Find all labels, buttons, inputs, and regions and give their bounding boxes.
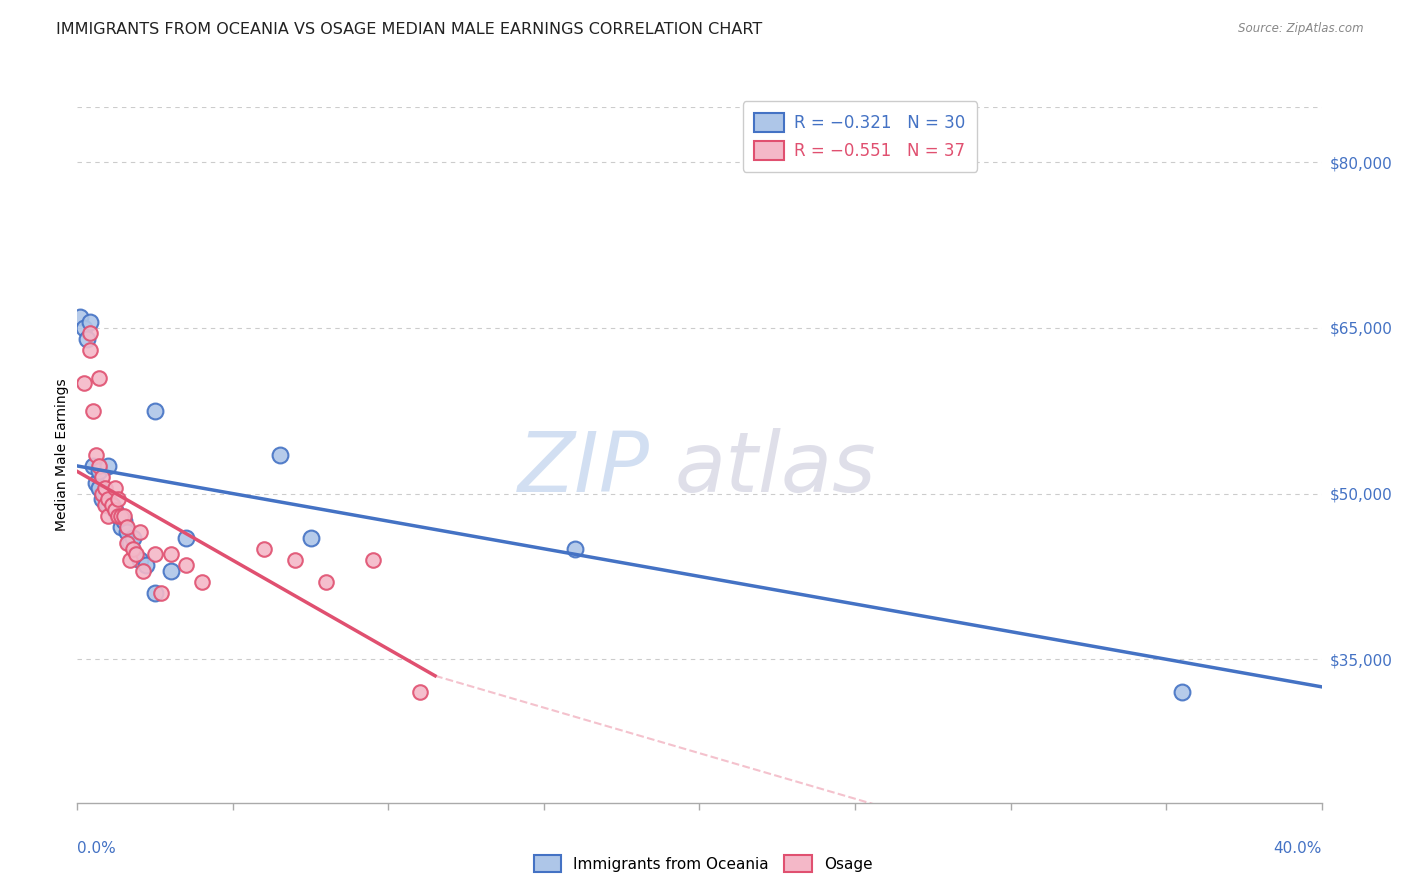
- Point: [110, 519, 132, 533]
- Point: [1170, 685, 1192, 699]
- Point: [100, 498, 122, 512]
- Point: [87, 481, 110, 495]
- Point: [564, 541, 586, 556]
- Point: [69, 310, 91, 324]
- Point: [315, 574, 337, 589]
- Legend: Immigrants from Oceania, Osage: Immigrants from Oceania, Osage: [526, 847, 880, 880]
- Point: [253, 541, 276, 556]
- Point: [91, 470, 114, 484]
- Point: [120, 536, 142, 550]
- Point: [110, 508, 132, 523]
- Point: [97, 458, 120, 473]
- Point: [115, 519, 138, 533]
- Point: [143, 547, 166, 561]
- Point: [94, 486, 117, 500]
- Point: [361, 553, 384, 567]
- Point: [112, 508, 135, 523]
- Point: [125, 547, 148, 561]
- Text: IMMIGRANTS FROM OCEANIA VS OSAGE MEDIAN MALE EARNINGS CORRELATION CHART: IMMIGRANTS FROM OCEANIA VS OSAGE MEDIAN …: [56, 22, 762, 37]
- Point: [122, 541, 145, 556]
- Point: [115, 525, 138, 540]
- Text: 0.0%: 0.0%: [77, 841, 117, 856]
- Point: [150, 586, 173, 600]
- Point: [159, 564, 181, 578]
- Point: [408, 685, 430, 699]
- Point: [94, 498, 117, 512]
- Point: [94, 481, 117, 495]
- Y-axis label: Median Male Earnings: Median Male Earnings: [55, 378, 69, 532]
- Point: [174, 558, 197, 573]
- Point: [112, 514, 135, 528]
- Point: [191, 574, 214, 589]
- Point: [97, 498, 120, 512]
- Legend: R = −0.321   N = 30, R = −0.551   N = 37: R = −0.321 N = 30, R = −0.551 N = 37: [742, 102, 977, 171]
- Point: [174, 531, 197, 545]
- Text: atlas: atlas: [675, 428, 876, 509]
- Point: [115, 536, 138, 550]
- Point: [72, 376, 94, 391]
- Point: [91, 486, 114, 500]
- Point: [97, 492, 120, 507]
- Point: [107, 508, 129, 523]
- Point: [120, 553, 142, 567]
- Point: [76, 332, 98, 346]
- Point: [269, 448, 291, 462]
- Point: [100, 498, 122, 512]
- Point: [84, 448, 107, 462]
- Point: [82, 458, 104, 473]
- Point: [122, 531, 145, 545]
- Point: [104, 503, 127, 517]
- Text: ZIP: ZIP: [517, 428, 650, 509]
- Point: [87, 465, 110, 479]
- Text: 40.0%: 40.0%: [1274, 841, 1322, 856]
- Point: [159, 547, 181, 561]
- Point: [128, 525, 150, 540]
- Point: [87, 458, 110, 473]
- Point: [97, 508, 120, 523]
- Point: [131, 564, 153, 578]
- Point: [104, 481, 127, 495]
- Point: [79, 343, 101, 357]
- Point: [135, 558, 157, 573]
- Text: Source: ZipAtlas.com: Source: ZipAtlas.com: [1239, 22, 1364, 36]
- Point: [107, 508, 129, 523]
- Point: [82, 403, 104, 417]
- Point: [299, 531, 322, 545]
- Point: [84, 475, 107, 490]
- Point: [91, 492, 114, 507]
- Point: [284, 553, 307, 567]
- Point: [104, 503, 127, 517]
- Point: [128, 553, 150, 567]
- Point: [143, 403, 166, 417]
- Point: [107, 492, 129, 507]
- Point: [143, 586, 166, 600]
- Point: [87, 370, 110, 384]
- Point: [79, 315, 101, 329]
- Point: [79, 326, 101, 341]
- Point: [72, 321, 94, 335]
